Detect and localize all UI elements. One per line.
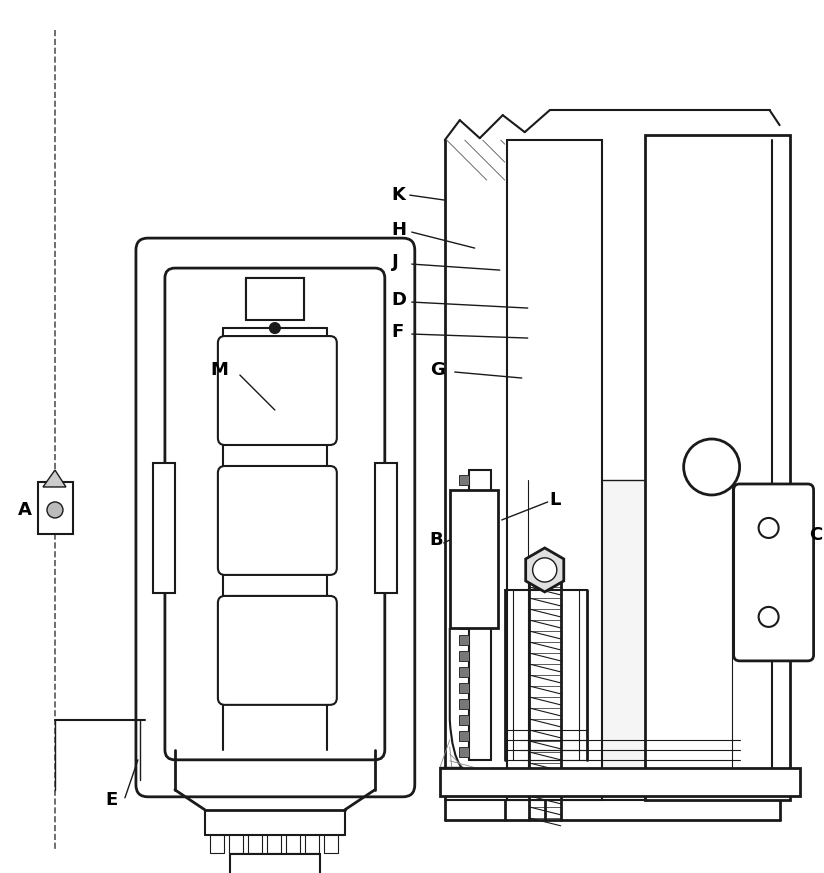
Bar — [459, 603, 469, 613]
Text: G: G — [430, 361, 445, 379]
Bar — [459, 731, 469, 741]
Bar — [459, 651, 469, 661]
Bar — [267, 835, 281, 853]
Bar — [459, 715, 469, 725]
Bar — [459, 491, 469, 501]
Circle shape — [270, 323, 280, 333]
Bar — [459, 507, 469, 517]
Bar — [229, 835, 243, 853]
Bar — [459, 523, 469, 533]
Polygon shape — [526, 548, 564, 592]
Bar — [248, 835, 262, 853]
Bar — [507, 141, 602, 800]
Bar — [246, 278, 304, 320]
Bar — [459, 635, 469, 645]
Bar — [210, 835, 224, 853]
Text: D: D — [391, 291, 407, 309]
Bar — [459, 539, 469, 549]
Bar — [459, 619, 469, 629]
Bar — [324, 835, 338, 853]
FancyBboxPatch shape — [218, 466, 337, 575]
FancyBboxPatch shape — [165, 268, 385, 760]
Bar — [38, 482, 73, 534]
Bar — [459, 683, 469, 693]
Bar — [459, 667, 469, 677]
Bar — [459, 746, 469, 757]
Bar — [520, 480, 740, 770]
FancyBboxPatch shape — [218, 596, 337, 705]
Bar — [644, 135, 789, 800]
Text: C: C — [810, 526, 823, 544]
Text: L: L — [550, 491, 561, 509]
Bar — [450, 490, 498, 628]
Text: A: A — [18, 501, 32, 519]
Bar — [459, 475, 469, 485]
Text: H: H — [391, 221, 407, 239]
Circle shape — [47, 502, 63, 518]
FancyBboxPatch shape — [733, 484, 813, 661]
Circle shape — [759, 607, 779, 627]
FancyBboxPatch shape — [218, 336, 337, 445]
Bar — [305, 835, 319, 853]
Bar — [440, 768, 799, 796]
Circle shape — [684, 439, 740, 495]
Text: K: K — [391, 186, 405, 204]
Bar — [230, 854, 320, 873]
Text: M: M — [210, 361, 227, 379]
Bar — [459, 571, 469, 581]
Text: B: B — [430, 531, 443, 549]
Bar — [375, 463, 397, 593]
Bar — [459, 555, 469, 565]
Text: J: J — [391, 253, 399, 272]
Bar — [286, 835, 300, 853]
Bar — [459, 587, 469, 597]
Text: E: E — [105, 791, 117, 808]
Polygon shape — [43, 470, 66, 487]
FancyBboxPatch shape — [136, 238, 414, 797]
Text: F: F — [391, 323, 404, 341]
Circle shape — [532, 558, 557, 582]
Bar — [153, 463, 175, 593]
Bar — [459, 699, 469, 709]
Circle shape — [759, 518, 779, 538]
